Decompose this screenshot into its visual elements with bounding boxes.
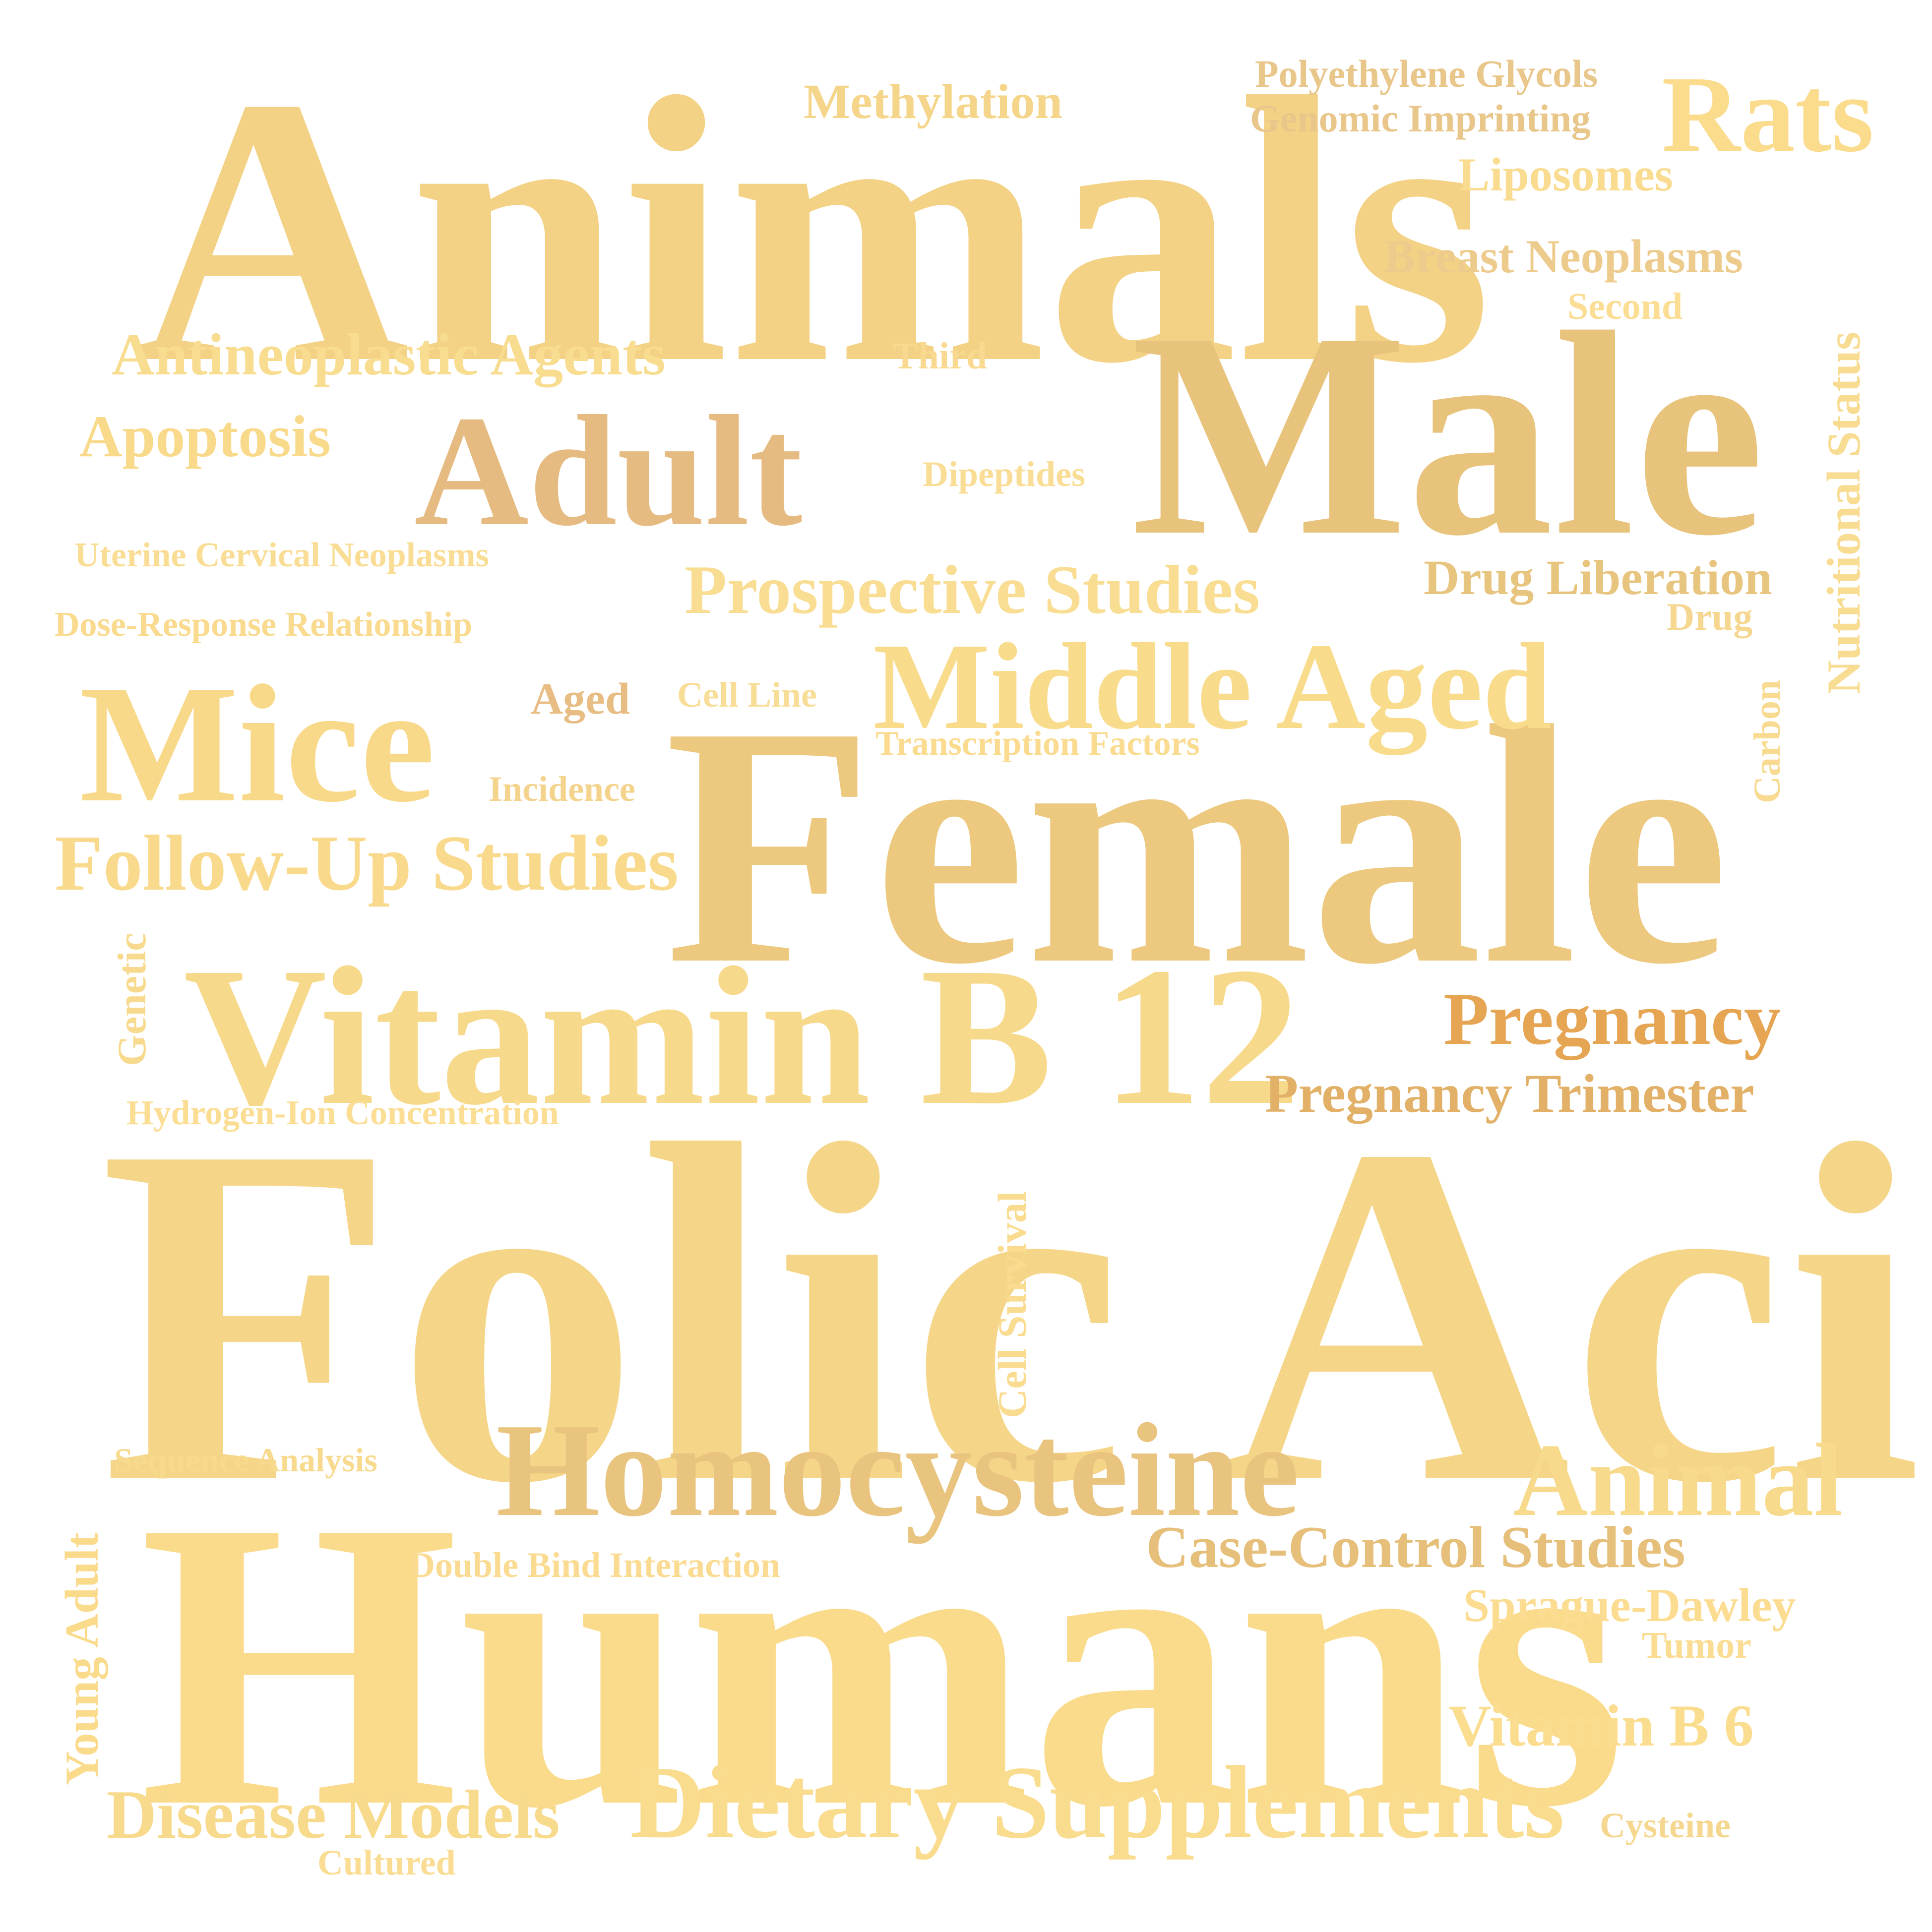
word-pregnancy-trimester: Pregnancy Trimester [1265, 1063, 1754, 1124]
word-double-bind-interaction: Double Bind Interaction [409, 1545, 781, 1585]
word-drug-liberation: Drug Liberation [1424, 550, 1772, 605]
word-prospective-studies: Prospective Studies [685, 551, 1260, 628]
word-uterine-cervical-neoplasms: Uterine Cervical Neoplasms [74, 536, 489, 574]
word-cell-line: Cell Line [677, 675, 817, 715]
word-cultured: Cultured [317, 1843, 456, 1882]
word-vitamin-b12: Vitamin B 12 [184, 926, 1301, 1146]
word-tumor: Tumor [1642, 1625, 1752, 1666]
word-animals: Animals [134, 19, 1493, 442]
word-apoptosis: Apoptosis [79, 403, 331, 469]
word-mice: Mice [79, 650, 436, 837]
word-homocysteine: Homocysteine [496, 1396, 1300, 1544]
word-humans: Humans [139, 1436, 1626, 1892]
word-breast-neoplasms: Breast Neoplasms [1384, 230, 1743, 283]
word-transcription-factors: Transcription Factors [875, 724, 1200, 763]
word-genetic: Genetic [109, 933, 154, 1066]
word-folic-acid: Folic Acid [99, 1045, 1932, 1583]
word-methylation: Methylation [804, 74, 1063, 129]
word-middle-aged: Middle Aged [873, 618, 1552, 755]
word-third: Third [893, 335, 988, 377]
word-case-control-studies: Case-Control Studies [1146, 1514, 1685, 1580]
word-sequence-analysis: Sequence Analysis [114, 1441, 377, 1479]
word-rats: Rats [1662, 54, 1874, 175]
word-nutritional-status: Nutritional Status [1817, 331, 1870, 694]
word-sprague-dawley: Sprague-Dawley [1463, 1579, 1796, 1631]
word-hydrogen-ion-concentration: Hydrogen-Ion Concentration [126, 1094, 559, 1132]
word-follow-up-studies: Follow-Up Studies [55, 819, 679, 907]
word-cysteine: Cysteine [1600, 1806, 1731, 1845]
word-drug: Drug [1667, 595, 1753, 638]
word-vitamin-b6: Vitamin B 6 [1448, 1692, 1754, 1758]
word-male: Male [1131, 272, 1765, 596]
word-female: Female [665, 656, 1729, 1035]
word-liposomes: Liposomes [1458, 148, 1673, 201]
word-polyethylene-glycols: Polyethylene Glycols [1255, 52, 1598, 95]
word-second: Second [1567, 286, 1683, 327]
word-animal: Animal [1513, 1423, 1843, 1538]
word-incidence: Incidence [489, 769, 635, 809]
word-carbon: Carbon [1746, 679, 1788, 803]
word-dose-response-relationship: Dose-Response Relationship [55, 605, 473, 644]
word-dipeptides: Dipeptides [923, 454, 1086, 494]
word-aged: Aged [531, 674, 630, 724]
word-young-adult: Young Adult [56, 1532, 108, 1785]
word-cell-survival: Cell Survival [990, 1191, 1035, 1418]
word-genomic-imprinting: Genomic Imprinting [1250, 97, 1591, 140]
word-antineoplastic-agents: Antineoplastic Agents [112, 321, 666, 387]
word-disease-models: Disease Models [107, 1776, 560, 1853]
word-adult: Adult [414, 383, 803, 559]
word-dietary-supplements: Dietary Supplements [630, 1745, 1565, 1860]
word-pregnancy: Pregnancy [1443, 978, 1781, 1060]
